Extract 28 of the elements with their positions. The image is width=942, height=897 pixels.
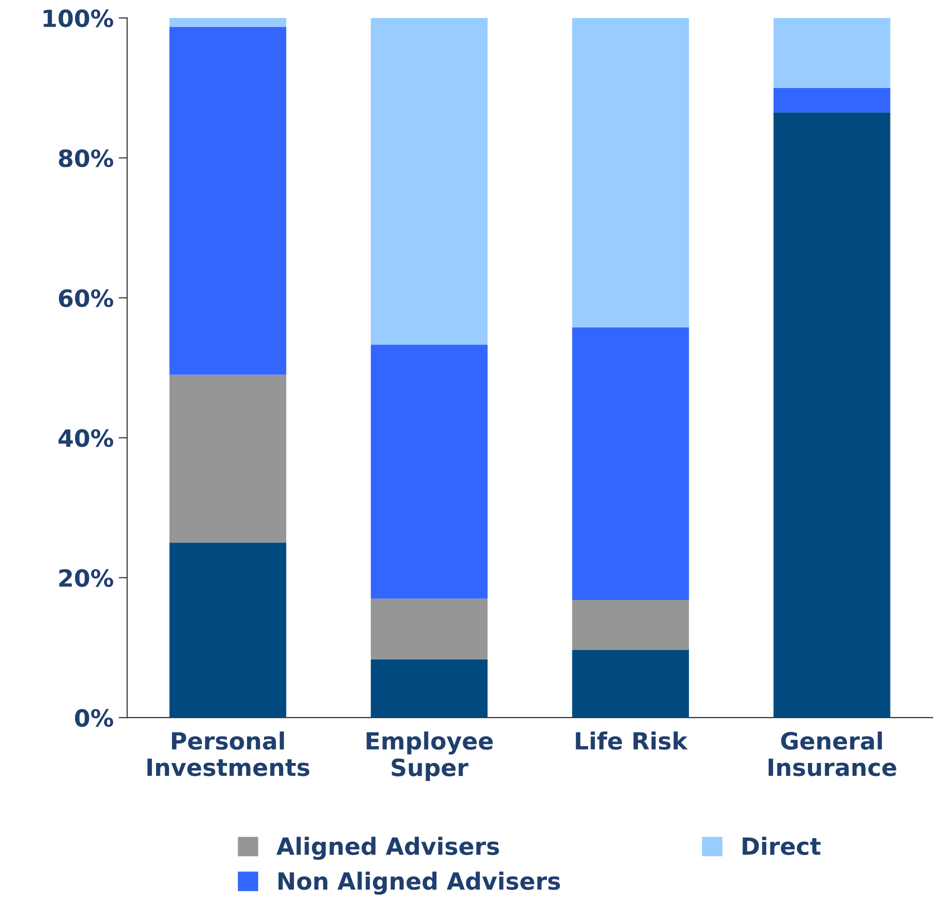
bar (572, 18, 689, 328)
bar (370, 344, 488, 599)
y-tick-label: 20% (59, 569, 114, 587)
legend-label: Non Aligned Advisers (278, 872, 560, 895)
y-tick-label: 100% (44, 9, 114, 28)
bar (370, 660, 488, 718)
x-tick-label: General Insurance (768, 731, 896, 776)
y-tick-label: 60% (58, 289, 114, 308)
bar (169, 18, 286, 28)
bar (572, 327, 689, 600)
y-tick-label: 0% (75, 709, 114, 727)
bar (169, 542, 286, 718)
legend-label: Direct (742, 836, 821, 856)
x-tick-label: Life Risk (576, 731, 688, 750)
x-tick-label: Personal Investments (147, 731, 310, 776)
bar (572, 650, 689, 718)
bar (774, 18, 890, 88)
legend-label: Aligned Advisers (276, 836, 499, 860)
bar (572, 600, 689, 650)
x-tick-label: Employee Super (366, 731, 493, 781)
bar (370, 18, 488, 345)
bar (774, 112, 890, 718)
y-tick-label: 80% (58, 149, 114, 168)
bar (774, 88, 890, 112)
y-tick-label: 40% (58, 429, 114, 448)
bar (169, 374, 286, 543)
bar (169, 27, 286, 375)
bar (370, 598, 488, 660)
